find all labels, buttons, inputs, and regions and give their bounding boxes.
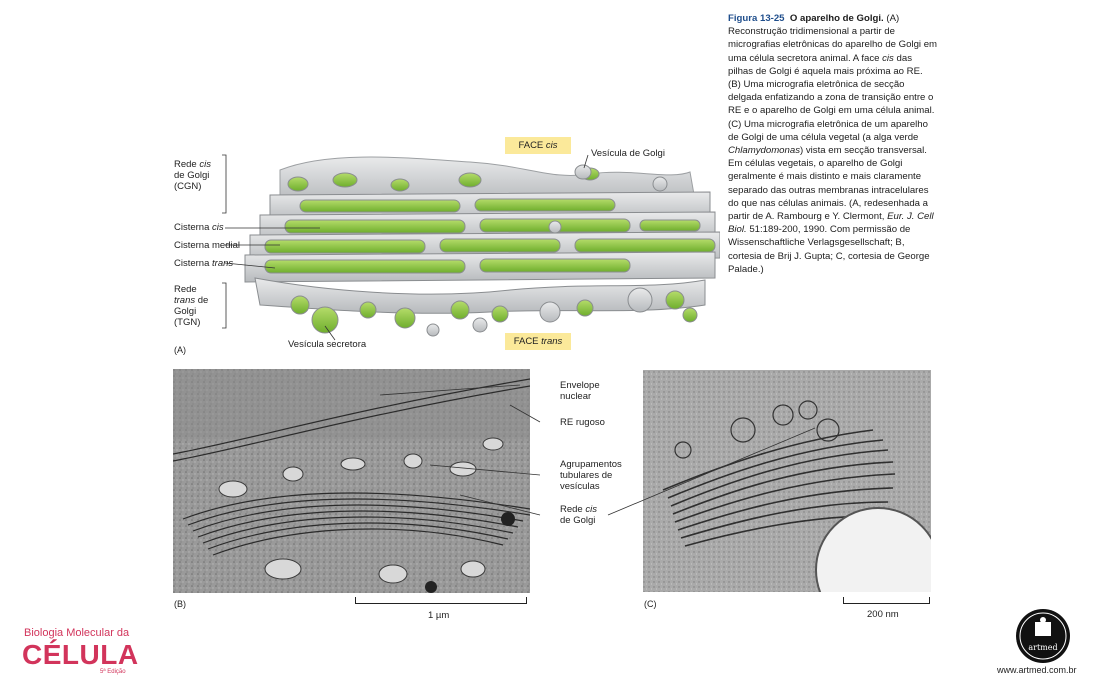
- panel-b-letter: (B): [174, 599, 186, 609]
- rede-l2: de Golgi: [560, 515, 596, 526]
- caption-italic: Chlamydomonas: [728, 145, 800, 157]
- golgi-3d-illustration: [222, 154, 720, 341]
- micrograph-b: [173, 369, 530, 593]
- panel-a-letter: (A): [174, 345, 186, 355]
- figure-number: Figura 13-25: [728, 13, 785, 24]
- cgn-l3: (CGN): [174, 181, 202, 192]
- tgn-l2: de: [195, 295, 209, 306]
- agr-l3: vesículas: [560, 481, 600, 492]
- face-trans-italic: trans: [541, 336, 563, 347]
- scale-bar-b: [355, 597, 527, 604]
- cgn-label: Rede cis de Golgi (CGN): [174, 159, 211, 192]
- scale-bar-c: [843, 597, 930, 604]
- cgn-l1-italic: cis: [199, 159, 211, 170]
- scale-b-label: 1 µm: [428, 610, 450, 621]
- caption-italic: Eur. J. Cell Biol.: [728, 211, 934, 236]
- cisterna-trans-label: Cisterna trans: [174, 258, 233, 269]
- tgn-label: Rede trans de Golgi (TGN): [174, 284, 208, 328]
- cisterna-cis-italic: cis: [212, 222, 224, 233]
- envelope-l1: Envelope: [560, 380, 600, 391]
- book-edition: 5ª Edição: [100, 669, 126, 675]
- tgn-l4: (TGN): [174, 317, 201, 328]
- cisterna-trans-italic: trans: [212, 258, 234, 269]
- caption-text: 51:189-200, 1990. Com permissão de Wisse…: [728, 224, 930, 275]
- face-cis-italic: cis: [545, 140, 558, 151]
- website-url: www.artmed.com.br: [997, 665, 1077, 675]
- caption-text: (A) Reconstrução tridimensional a partir…: [728, 13, 938, 64]
- face-trans-text: FACE: [513, 336, 542, 347]
- face-cis-text: FACE: [518, 140, 546, 151]
- panel-b-leaders: [380, 384, 541, 516]
- micrograph-c: [643, 370, 931, 592]
- artmed-logo-text: artmed: [1028, 643, 1057, 652]
- figure-title: O aparelho de Golgi.: [789, 13, 884, 24]
- cisterna-cis-text: Cisterna: [174, 222, 213, 233]
- tgn-l2-italic: trans: [174, 295, 196, 306]
- agr-l1: Agrupamentos: [560, 459, 622, 470]
- agr-l2: tubulares de: [560, 470, 613, 481]
- agrupamentos-label: Agrupamentos tubulares de vesículas: [560, 459, 622, 492]
- caption-text: das pilhas de Golgi é aquela mais próxim…: [728, 52, 935, 143]
- scale-c-label: 200 nm: [867, 609, 899, 620]
- tgn-l1: Rede: [174, 284, 197, 295]
- face-trans-label: FACE trans: [505, 333, 571, 350]
- tgn-l3: Golgi: [174, 306, 197, 317]
- rede-l1: Rede: [560, 504, 586, 515]
- cisterna-trans-text: Cisterna: [174, 258, 213, 269]
- artmed-logo: artmed: [1016, 609, 1070, 663]
- cisterna-medial-label: Cisterna medial: [174, 240, 240, 251]
- book-title-celula: CÉLULA: [22, 639, 139, 670]
- cisterna-cis-label: Cisterna cis: [174, 222, 224, 233]
- envelope-l2: nuclear: [560, 391, 592, 402]
- caption-text: ) vista em secção transversal. Em célula…: [728, 145, 929, 223]
- face-cis-label: FACE cis: [505, 137, 571, 154]
- panel-c-leader: [607, 427, 816, 516]
- rede-cis-golgi-label: Rede cis de Golgi: [560, 504, 597, 526]
- envelope-nuclear-label: Envelope nuclear: [560, 380, 600, 402]
- figure-caption: Figura 13-25 O aparelho de Golgi. (A) Re…: [728, 12, 938, 276]
- re-rugoso-label: RE rugoso: [560, 417, 605, 428]
- vesicula-secretora-label: Vesícula secretora: [288, 339, 367, 350]
- caption-italic: cis: [882, 52, 894, 64]
- vesicula-golgi-label: Vesícula de Golgi: [591, 148, 665, 159]
- panel-c-letter: (C): [644, 599, 657, 609]
- book-title-line1: Biologia Molecular da: [24, 627, 130, 639]
- rede-l1-italic: cis: [585, 504, 597, 515]
- cgn-l1: Rede: [174, 159, 200, 170]
- cgn-l2: de Golgi: [174, 170, 210, 181]
